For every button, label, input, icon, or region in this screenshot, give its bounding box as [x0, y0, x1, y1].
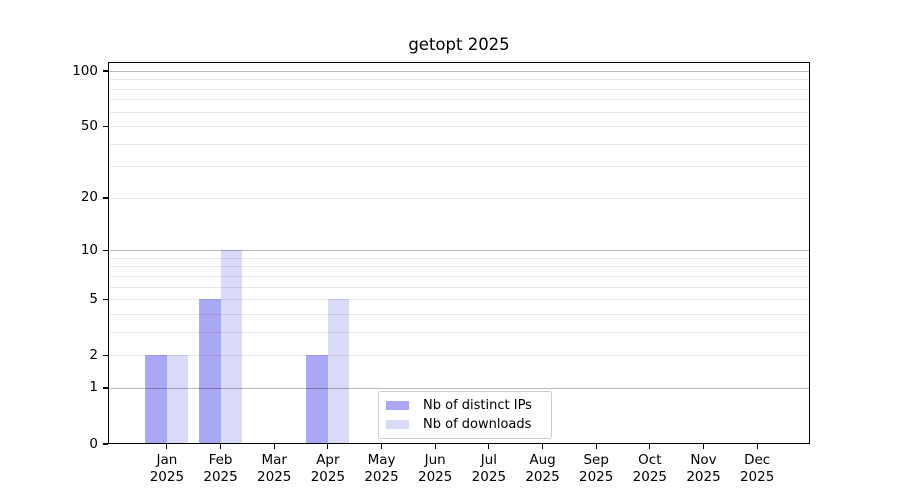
- bar-downloads-jan: [166, 355, 189, 444]
- x-tick-mark-jan: [166, 444, 168, 449]
- x-tick-mark-mar: [273, 444, 275, 449]
- y-tick-mark-1: [103, 387, 108, 389]
- y-tick-label: 10: [80, 241, 98, 258]
- y-tick-label: 0: [89, 435, 98, 452]
- x-tick-year: 2025: [578, 469, 614, 485]
- x-tick-mark-aug: [541, 444, 544, 449]
- gridline-minor-3: [109, 331, 809, 333]
- gridline-minor-2: [109, 355, 809, 357]
- bar-distinct-ips-apr: [306, 355, 328, 444]
- x-tick-label: Nov 2025: [672, 452, 736, 486]
- x-tick-mark-jun: [434, 444, 436, 449]
- gridline-major-100: [109, 71, 809, 72]
- legend-entry-distinct-ips: Nb of distinct IPs: [379, 396, 551, 415]
- gridline-minor-40: [109, 143, 809, 145]
- bar-downloads-feb: [220, 250, 243, 444]
- gridline-minor-80: [109, 88, 809, 90]
- gridline-major-10: [109, 250, 809, 252]
- x-tick-label: Sep 2025: [564, 452, 628, 486]
- y-tick-mark-10: [103, 249, 108, 251]
- bar-distinct-ips-feb: [199, 299, 221, 444]
- x-tick-mark-sep: [595, 444, 597, 449]
- x-tick-month: Jan: [156, 452, 178, 468]
- x-tick-mark-feb: [219, 444, 222, 449]
- gridline-minor-50: [109, 126, 809, 128]
- legend-label-downloads: Nb of downloads: [423, 417, 532, 432]
- y-tick-mark-5: [103, 298, 108, 300]
- x-tick-mark-nov: [702, 444, 705, 449]
- chart-title: getopt 2025: [408, 35, 510, 54]
- y-tick-label: 50: [80, 117, 98, 134]
- y-tick-label: 2: [89, 346, 98, 363]
- x-tick-month: Jul: [480, 452, 497, 468]
- gridline-major-1: [109, 387, 809, 389]
- gridline-minor-5: [109, 299, 809, 301]
- x-tick-year: 2025: [149, 469, 185, 485]
- x-tick-month: Jun: [424, 452, 446, 468]
- x-tick-year: 2025: [471, 469, 507, 485]
- x-tick-label: Jul 2025: [457, 452, 521, 486]
- x-tick-label: Feb 2025: [189, 452, 253, 486]
- x-tick-month: Oct: [638, 452, 662, 468]
- y-tick-label: 20: [80, 189, 98, 206]
- x-tick-label: Apr 2025: [296, 452, 360, 486]
- x-tick-year: 2025: [418, 469, 453, 485]
- x-tick-label: May 2025: [350, 452, 414, 486]
- gridline-minor-9: [109, 257, 809, 259]
- x-tick-mark-may: [380, 444, 383, 449]
- y-tick-label: 5: [89, 290, 98, 307]
- x-tick-year: 2025: [310, 469, 346, 485]
- x-tick-label: Jun 2025: [403, 452, 467, 486]
- x-tick-month: May: [367, 452, 396, 468]
- x-tick-year: 2025: [739, 469, 775, 485]
- x-tick-month: Apr: [316, 452, 340, 468]
- y-tick-label: 1: [89, 379, 98, 396]
- legend-swatch-distinct-ips: [386, 401, 409, 410]
- x-tick-mark-dec: [756, 444, 758, 449]
- x-tick-label: Jan 2025: [135, 452, 199, 486]
- x-tick-label: Aug 2025: [511, 452, 575, 486]
- x-tick-mark-jul: [488, 444, 490, 449]
- x-tick-year: 2025: [203, 469, 238, 485]
- y-tick-mark-0: [103, 443, 108, 445]
- x-tick-year: 2025: [364, 469, 399, 485]
- legend-label-distinct-ips: Nb of distinct IPs: [423, 398, 532, 413]
- y-tick-label: 100: [72, 62, 98, 79]
- x-tick-month: Feb: [208, 452, 233, 468]
- x-tick-label: Mar 2025: [242, 452, 306, 486]
- gridline-minor-6: [109, 286, 809, 288]
- gridline-minor-60: [109, 111, 809, 113]
- x-tick-year: 2025: [686, 469, 721, 485]
- x-tick-mark-apr: [327, 444, 329, 449]
- x-tick-mark-oct: [649, 444, 651, 449]
- x-tick-label: Oct 2025: [618, 452, 682, 486]
- x-tick-year: 2025: [525, 469, 560, 485]
- gridline-minor-4: [109, 313, 809, 315]
- y-tick-mark-100: [103, 70, 108, 72]
- x-tick-month: Nov: [690, 452, 717, 468]
- bar-downloads-apr: [327, 299, 350, 444]
- gridline-minor-90: [109, 79, 809, 81]
- x-tick-label: Dec 2025: [725, 452, 789, 486]
- gridline-minor-8: [109, 266, 809, 268]
- bar-distinct-ips-jan: [145, 355, 167, 444]
- gridline-minor-70: [109, 99, 809, 101]
- x-tick-month: Mar: [261, 452, 287, 468]
- legend-entry-downloads: Nb of downloads: [379, 415, 551, 434]
- x-tick-year: 2025: [257, 469, 292, 485]
- legend-swatch-downloads: [386, 420, 409, 429]
- x-tick-month: Aug: [529, 452, 556, 468]
- x-tick-year: 2025: [632, 469, 667, 485]
- legend: Nb of distinct IPs Nb of downloads: [378, 391, 552, 439]
- x-tick-month: Dec: [744, 452, 771, 468]
- x-tick-month: Sep: [583, 452, 609, 468]
- y-tick-mark-20: [103, 197, 108, 199]
- gridline-minor-7: [109, 275, 809, 277]
- gridline-minor-20: [109, 197, 809, 199]
- y-tick-mark-2: [103, 354, 108, 356]
- y-tick-mark-50: [103, 125, 108, 127]
- gridline-minor-30: [109, 166, 809, 168]
